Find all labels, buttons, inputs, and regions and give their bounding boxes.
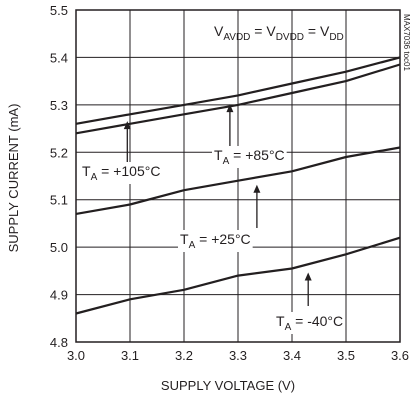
label-background [80,162,163,184]
condition-label: VAVDD = VDVDD = VDD [214,23,344,43]
x-tick-label: 3.4 [283,348,301,363]
arrow-105-head [123,121,131,130]
arrow-minus40-head [304,272,312,281]
label-105c: TA = +105°C [82,163,160,183]
series-line [75,236,401,315]
arrow-25-head [253,184,261,193]
x-tick-label: 3.6 [391,348,409,363]
label-background [274,312,346,334]
label-25c: TA = +25°C [180,231,251,251]
x-tick-label: 3.1 [121,348,139,363]
x-tick-label: 3.0 [67,348,85,363]
watermark-label: MAX7036 toc01 [402,14,411,71]
y-axis-title: SUPPLY CURRENT (mA) [6,104,21,253]
y-tick-label: 4.9 [50,288,68,303]
y-tick-label: 5.1 [50,193,68,208]
series-line [75,63,401,135]
arrow-85-head [226,104,234,113]
x-tick-label: 3.2 [175,348,193,363]
label-minus40c: TA = -40°C [276,313,343,333]
y-tick-label: 5.0 [50,240,68,255]
y-tick-label: 5.2 [50,145,68,160]
series-line [75,56,401,125]
label-background [178,230,253,252]
series-layer [75,56,401,315]
y-tick-label: 5.5 [50,3,68,18]
y-tick-label: 5.3 [50,98,68,113]
series-line [75,146,401,215]
annotations: VAVDD = VDVDD = VDD TA = +105°C TA = +85°C… [80,23,346,334]
y-tick-label: 5.4 [50,50,68,65]
plot-frame [75,9,401,343]
x-axis-title: SUPPLY VOLTAGE (V) [161,378,295,393]
y-tick-label: 4.8 [50,335,68,350]
x-tick-label: 3.3 [229,348,247,363]
x-tick-label: 3.5 [337,348,355,363]
label-85c: TA = +85°C [214,147,285,167]
label-background [212,146,287,168]
tick-labels: 3.0 3.1 3.2 3.3 3.4 3.5 3.6 4.8 4.9 5.0 5.1 5.2 5.3 5… [50,3,409,363]
